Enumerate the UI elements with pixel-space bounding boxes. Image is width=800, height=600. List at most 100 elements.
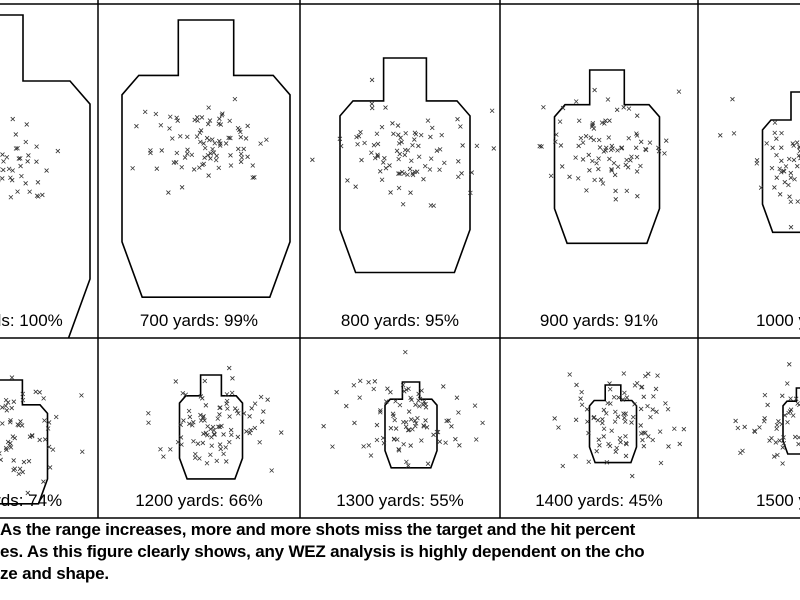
shot-marker — [3, 445, 9, 451]
shot-marker — [197, 130, 203, 136]
shot-marker — [232, 96, 238, 102]
shot-marker — [596, 166, 601, 172]
shot-marker — [793, 396, 799, 402]
shot-marker — [37, 390, 42, 395]
shot-marker — [625, 165, 631, 170]
shot-marker — [584, 407, 590, 412]
shot-marker — [171, 160, 177, 165]
shot-marker — [672, 426, 677, 432]
shot-marker — [41, 396, 46, 401]
shot-marker — [611, 394, 617, 400]
shot-marker — [586, 430, 591, 436]
shot-marker — [10, 168, 15, 173]
panel-label: 1000 yards — [756, 311, 800, 330]
target-silhouette — [121, 19, 291, 299]
shot-marker — [210, 146, 215, 152]
shot-marker — [677, 441, 683, 447]
shot-marker — [622, 415, 627, 421]
shot-marker — [415, 415, 420, 421]
shot-marker — [457, 443, 462, 448]
shot-marker — [383, 399, 389, 404]
shot-marker — [227, 118, 232, 124]
shot-marker — [216, 138, 222, 144]
shot-marker — [779, 393, 785, 399]
shot-marker — [663, 138, 669, 143]
shot-marker — [401, 419, 406, 425]
shot-marker — [553, 139, 558, 145]
shot-marker — [474, 143, 480, 149]
shot-marker — [590, 122, 595, 128]
shot-marker — [218, 141, 223, 146]
target-silhouette — [339, 57, 471, 274]
shot-marker — [245, 154, 250, 160]
shot-marker — [0, 457, 3, 463]
figure-caption: As the range increases, more and more sh… — [0, 519, 800, 585]
shot-marker — [603, 118, 608, 123]
shot-marker — [640, 437, 645, 443]
target-silhouette — [588, 384, 638, 464]
target-silhouette — [782, 387, 800, 455]
shot-marker — [560, 105, 566, 111]
shot-marker — [359, 157, 364, 163]
shot-marker — [585, 419, 590, 424]
shot-marker — [638, 163, 643, 169]
shot-marker — [219, 112, 225, 118]
shot-marker — [375, 154, 381, 159]
shot-marker — [361, 444, 366, 449]
shot-marker — [245, 123, 250, 129]
shot-marker — [400, 201, 406, 207]
shot-marker — [795, 199, 800, 204]
shot-marker — [187, 414, 193, 420]
shot-marker — [209, 443, 215, 449]
shot-marker — [202, 418, 207, 423]
shot-marker — [609, 143, 615, 149]
shot-marker — [388, 425, 394, 431]
shot-marker — [410, 426, 415, 432]
shot-marker — [241, 411, 247, 416]
shot-marker — [567, 174, 572, 180]
shot-marker — [392, 417, 398, 423]
panel-label: 700 yards: 99% — [140, 311, 258, 330]
shot-marker — [218, 122, 224, 127]
shot-marker — [620, 397, 626, 402]
shot-marker — [199, 115, 205, 120]
shot-marker — [207, 118, 213, 123]
shot-marker — [459, 171, 464, 176]
shot-marker — [601, 434, 607, 439]
shot-marker — [781, 440, 787, 446]
shot-marker — [239, 155, 245, 160]
shot-marker — [201, 431, 206, 437]
shot-marker — [779, 130, 784, 136]
shot-marker — [621, 105, 626, 110]
shot-marker — [278, 430, 284, 435]
shot-marker — [230, 376, 235, 381]
shot-marker — [401, 441, 406, 447]
shot-marker — [634, 169, 640, 174]
target-hit-figure: 600 yards: 100% 700 yards: 99% 800 yards: … — [0, 0, 800, 519]
shot-marker — [537, 143, 543, 149]
shot-marker — [573, 417, 579, 423]
shot-marker — [154, 166, 160, 171]
shot-marker — [371, 386, 377, 392]
shot-marker — [238, 159, 244, 165]
shot-marker — [774, 422, 780, 428]
shot-marker — [351, 382, 357, 388]
shot-marker — [6, 166, 12, 172]
shot-marker — [468, 190, 473, 196]
panel-label: 600 yards: 100% — [0, 311, 63, 330]
shot-marker — [641, 394, 647, 400]
shot-marker — [29, 433, 35, 439]
shot-marker — [573, 453, 578, 459]
shot-marker — [630, 414, 636, 420]
shot-marker — [374, 437, 380, 443]
shot-marker — [391, 413, 396, 419]
shot-marker — [366, 379, 371, 385]
shot-marker — [444, 418, 449, 424]
shot-marker — [404, 459, 409, 465]
shot-marker — [42, 437, 48, 442]
shot-marker — [344, 403, 349, 409]
shot-marker — [396, 447, 401, 452]
shot-marker — [248, 427, 254, 433]
shot-marker — [13, 132, 19, 137]
shot-marker — [170, 136, 175, 141]
